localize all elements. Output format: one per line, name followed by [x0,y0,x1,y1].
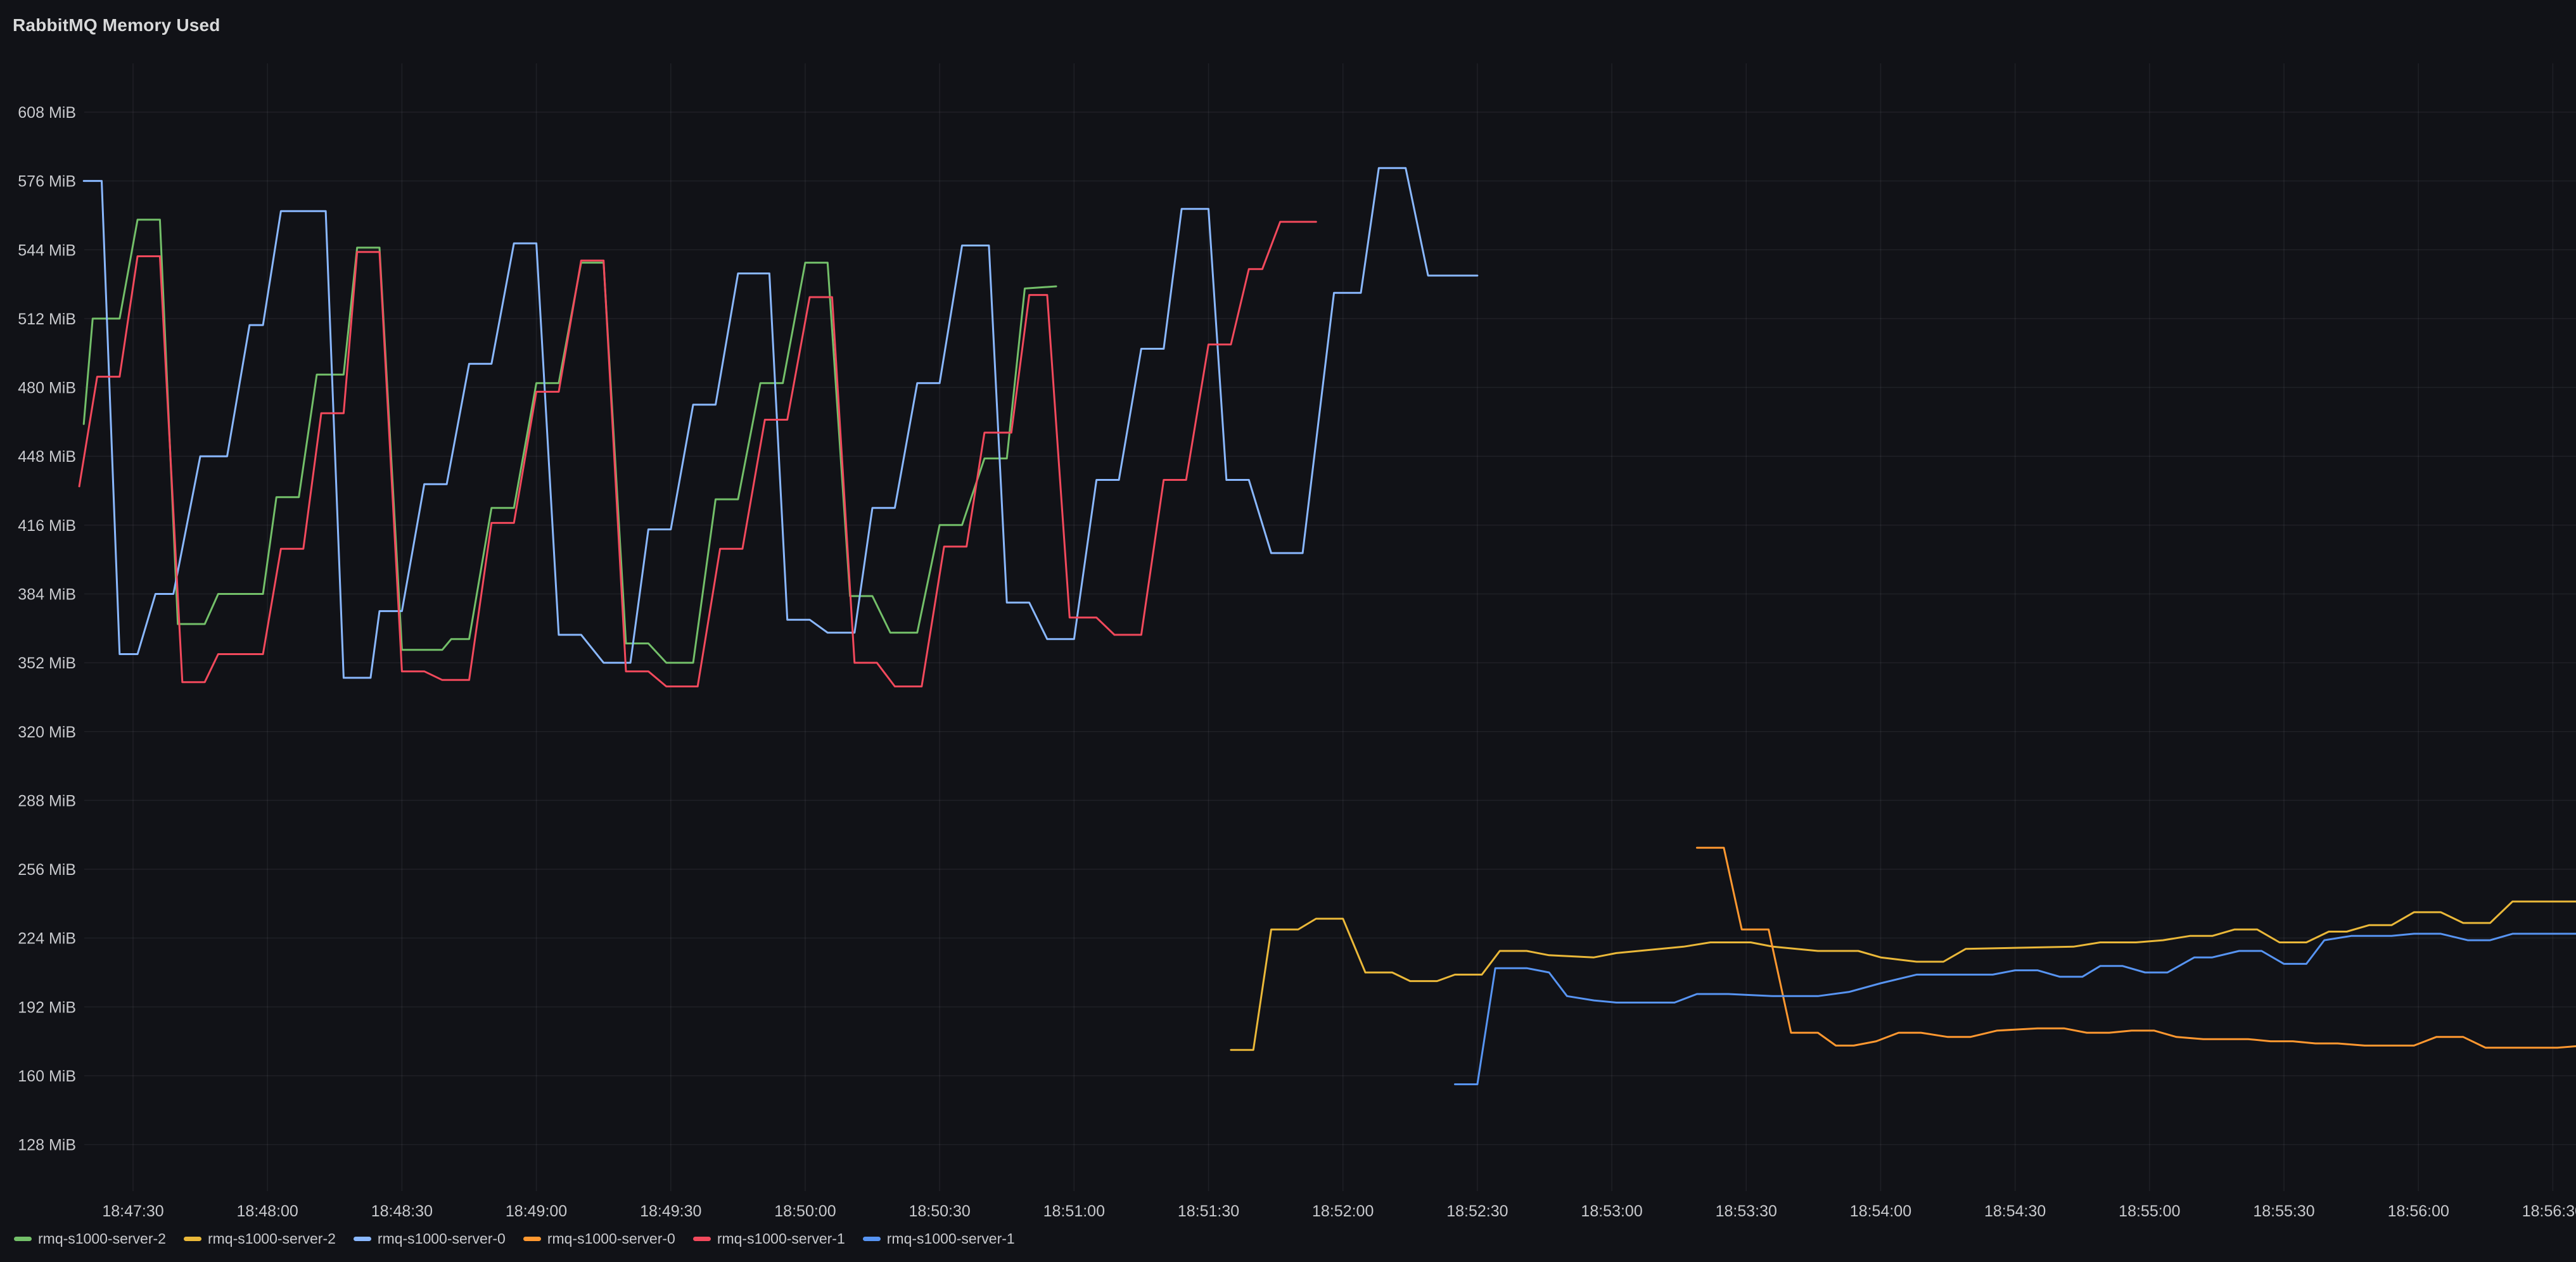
y-axis-label: 320 MiB [18,723,76,741]
series-line-2-rmq-s1000-server-0[interactable] [82,167,1479,679]
x-axis-label: 18:53:00 [1581,1202,1642,1220]
series-line-3-rmq-s1000-server-0[interactable] [1696,846,2576,1049]
x-axis-label: 18:49:00 [506,1202,567,1220]
y-axis-label: 160 MiB [18,1068,76,1085]
y-axis-label: 416 MiB [18,517,76,535]
x-axis-label: 18:56:00 [2388,1202,2449,1220]
x-axis-label: 18:53:30 [1716,1202,1777,1220]
legend-item-label: rmq-s1000-server-2 [38,1230,166,1247]
y-axis-label: 448 MiB [18,448,76,466]
series-line-4-rmq-s1000-server-1[interactable] [78,220,1317,687]
legend-swatch-icon [183,1237,201,1241]
series-line-5-rmq-s1000-server-1[interactable] [1454,933,2576,1085]
x-axis-label: 18:48:00 [237,1202,298,1220]
x-axis-label: 18:50:30 [909,1202,970,1220]
legend-item-1-rmq-s1000-server-2[interactable]: rmq-s1000-server-2 [183,1230,336,1247]
legend-item-label: rmq-s1000-server-0 [377,1230,506,1247]
x-axis-label: 18:55:00 [2119,1202,2180,1220]
panel-title[interactable]: RabbitMQ Memory Used [13,15,220,35]
x-axis-label: 18:52:30 [1446,1202,1508,1220]
y-axis-label: 544 MiB [18,241,76,259]
legend-swatch-icon [523,1237,541,1241]
y-axis-label: 256 MiB [18,861,76,879]
series-line-0-rmq-s1000-server-2[interactable] [82,219,1057,664]
legend-item-label: rmq-s1000-server-1 [886,1230,1015,1247]
x-axis-label: 18:56:30 [2522,1202,2576,1220]
x-axis-label: 18:51:30 [1178,1202,1239,1220]
y-axis-label: 384 MiB [18,585,76,603]
x-axis-label: 18:52:00 [1312,1202,1374,1220]
legend-item-4-rmq-s1000-server-1[interactable]: rmq-s1000-server-1 [692,1230,845,1247]
legend-item-0-rmq-s1000-server-2[interactable]: rmq-s1000-server-2 [14,1232,166,1246]
legend-swatch-icon [353,1237,371,1241]
y-axis-label: 352 MiB [18,654,76,672]
y-axis-label: 288 MiB [18,792,76,810]
y-axis-label: 224 MiB [18,930,76,948]
y-axis-label: 192 MiB [18,998,76,1016]
legend-item-label: rmq-s1000-server-2 [207,1230,336,1247]
x-axis-label: 18:49:30 [640,1202,701,1220]
x-axis-label: 18:54:00 [1850,1202,1911,1220]
x-axis-label: 18:47:30 [102,1202,163,1220]
y-axis-label: 512 MiB [18,310,76,328]
legend-swatch-icon [14,1237,32,1241]
legend-item-2-rmq-s1000-server-0[interactable]: rmq-s1000-server-0 [353,1230,506,1247]
legend-item-label: rmq-s1000-server-0 [547,1230,675,1247]
legend-item-label: rmq-s1000-server-1 [717,1230,845,1247]
x-axis-label: 18:55:30 [2253,1202,2314,1220]
legend: rmq-s1000-server-2 rmq-s1000-server-2 rmq-… [14,1232,2576,1246]
legend-swatch-icon [692,1237,711,1241]
legend-swatch-icon [862,1237,881,1241]
x-axis-label: 18:48:30 [371,1202,433,1220]
x-axis-label: 18:51:00 [1043,1202,1105,1220]
y-axis-label: 480 MiB [18,379,76,397]
x-axis-label: 18:50:00 [774,1202,836,1220]
y-axis-label: 128 MiB [18,1137,76,1154]
y-axis-label: 608 MiB [18,104,76,122]
y-axis-label: 576 MiB [18,173,76,191]
legend-item-3-rmq-s1000-server-0[interactable]: rmq-s1000-server-0 [523,1232,675,1246]
series-line-1-rmq-s1000-server-2[interactable] [1230,900,2576,1051]
x-axis-label: 18:54:30 [1984,1202,2046,1220]
legend-item-5-rmq-s1000-server-1[interactable]: rmq-s1000-server-1 [862,1230,1015,1247]
